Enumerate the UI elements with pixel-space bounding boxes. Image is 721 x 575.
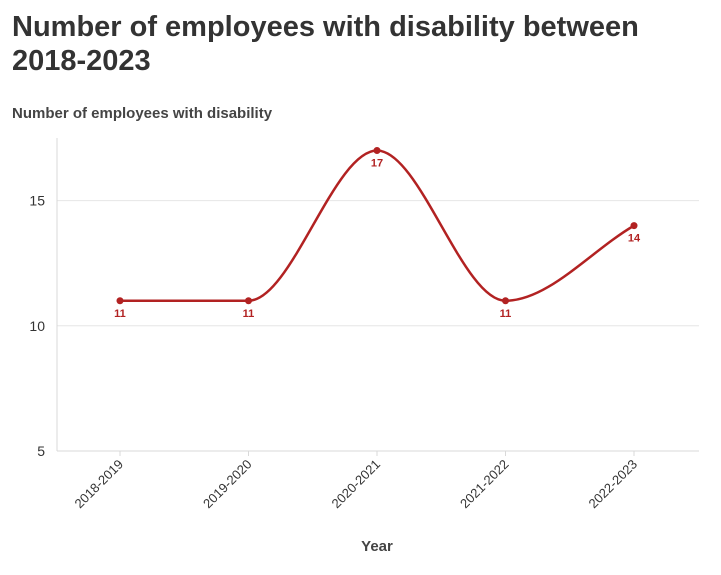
data-labels: 11 11 17 11 14 [114,158,641,320]
x-tick-label: 2021-2022 [457,457,512,512]
data-points [116,147,638,305]
chart-title: Number of employees with disability betw… [12,11,639,77]
data-label: 17 [371,158,383,170]
x-tick-label: 2020-2021 [329,457,384,512]
data-point [630,222,638,230]
data-label: 11 [114,308,126,320]
x-axis-ticks: 2018-2019 2019-2020 2020-2021 2021-2022 2022… [72,451,641,512]
data-label: 11 [243,308,255,320]
y-tick-label: 10 [29,318,45,334]
y-tick-label: 15 [29,193,45,209]
grid-lines [57,200,699,327]
x-tick-label: 2019-2020 [200,457,255,512]
data-label: 14 [628,233,641,245]
series-line [119,149,635,303]
data-label: 11 [500,308,512,320]
x-axis-title: Year [361,538,393,555]
data-point [502,297,509,305]
data-point [245,297,252,305]
data-point [373,147,381,155]
y-tick-label: 5 [37,443,45,459]
chart-subtitle: Number of employees with disability [12,105,273,122]
data-point [116,297,124,305]
y-axis-ticks: 5 10 15 [29,193,45,459]
x-tick-label: 2018-2019 [72,457,127,512]
x-tick-label: 2022-2023 [586,457,641,512]
